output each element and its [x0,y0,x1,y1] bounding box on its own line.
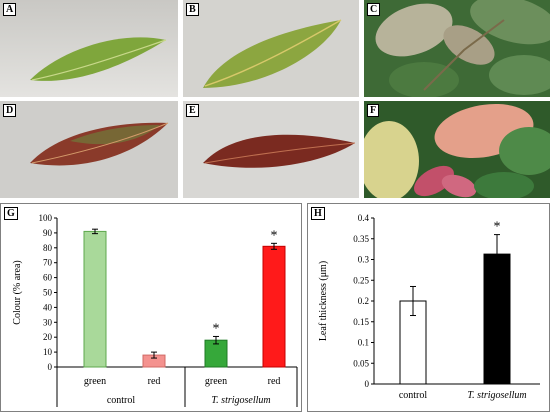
chart-panel-g: 0 10 20 30 40 50 60 70 80 90 100 Colour (% area) gre… [0,203,302,412]
red-leaf-photo [0,101,178,198]
significance-marker: * [213,321,220,336]
plant-photo [364,0,550,97]
green-leaf-photo [183,0,359,97]
panel-label-e: E [186,104,199,117]
y-tick-label: 90 [43,228,53,238]
y-axis-label: Leaf thickness (μm) [318,261,329,341]
plant-photo [364,101,550,198]
y-tick-label: 50 [43,288,53,298]
y-tick-label: 20 [43,332,53,342]
photo-panel-b: B [183,0,359,97]
x-tick-label: green [205,376,227,387]
y-tick-label: 70 [43,258,53,268]
photo-panel-e: E [183,101,359,198]
group-label: control [107,395,136,406]
y-tick-label: 0.35 [353,234,369,244]
x-tick-label: T. strigosellum [467,390,526,401]
y-tick-label: 80 [43,243,53,253]
leaf-thickness-bar-chart: 0 0.05 0.1 0.15 0.2 0.25 0.3 0.35 0.4 Leaf thickn… [318,213,540,401]
photo-panel-a: A [0,0,178,97]
panel-label-a: A [3,3,17,16]
significance-marker: * [494,220,501,235]
panel-label-f: F [367,104,380,117]
y-tick-label: 0 [48,362,53,372]
bar [83,230,107,368]
photo-panel-f: F [364,101,550,198]
bar [262,245,286,368]
y-tick-label: 10 [43,347,53,357]
group-label: T. strigosellum [211,395,270,406]
y-tick-label: 100 [39,213,53,223]
x-tick-label: red [268,376,281,387]
y-tick-label: 0.3 [358,255,370,265]
panel-label-h: H [311,207,325,220]
x-tick-label: green [84,376,106,387]
y-axis-label: Colour (% area) [12,260,23,324]
colour-area-bar-chart: 0 10 20 30 40 50 60 70 80 90 100 Colour (% area) gre… [12,213,298,407]
y-tick-label: 30 [43,317,53,327]
y-tick-label: 0 [365,379,370,389]
chart-panel-h: 0 0.05 0.1 0.15 0.2 0.25 0.3 0.35 0.4 Leaf thickn… [307,203,550,412]
significance-marker: * [271,228,278,243]
y-tick-label: 60 [43,273,53,283]
y-tick-label: 0.25 [353,275,369,285]
y-tick-label: 0.4 [358,213,370,223]
y-tick-label: 0.05 [353,358,369,368]
green-leaf-photo [0,0,178,97]
panel-label-d: D [3,104,17,117]
y-tick-label: 0.1 [358,338,369,348]
bar [483,253,511,385]
photo-panel-c: C [364,0,550,97]
photo-panel-d: D [0,101,178,198]
panel-label-g: G [4,207,18,220]
y-tick-label: 40 [43,302,53,312]
red-leaf-photo [183,101,359,198]
panel-label-c: C [367,3,381,16]
x-tick-label: red [148,376,161,387]
y-tick-label: 0.2 [358,296,369,306]
x-tick-label: control [399,390,428,401]
panel-label-b: B [186,3,199,16]
y-tick-label: 0.15 [353,317,369,327]
